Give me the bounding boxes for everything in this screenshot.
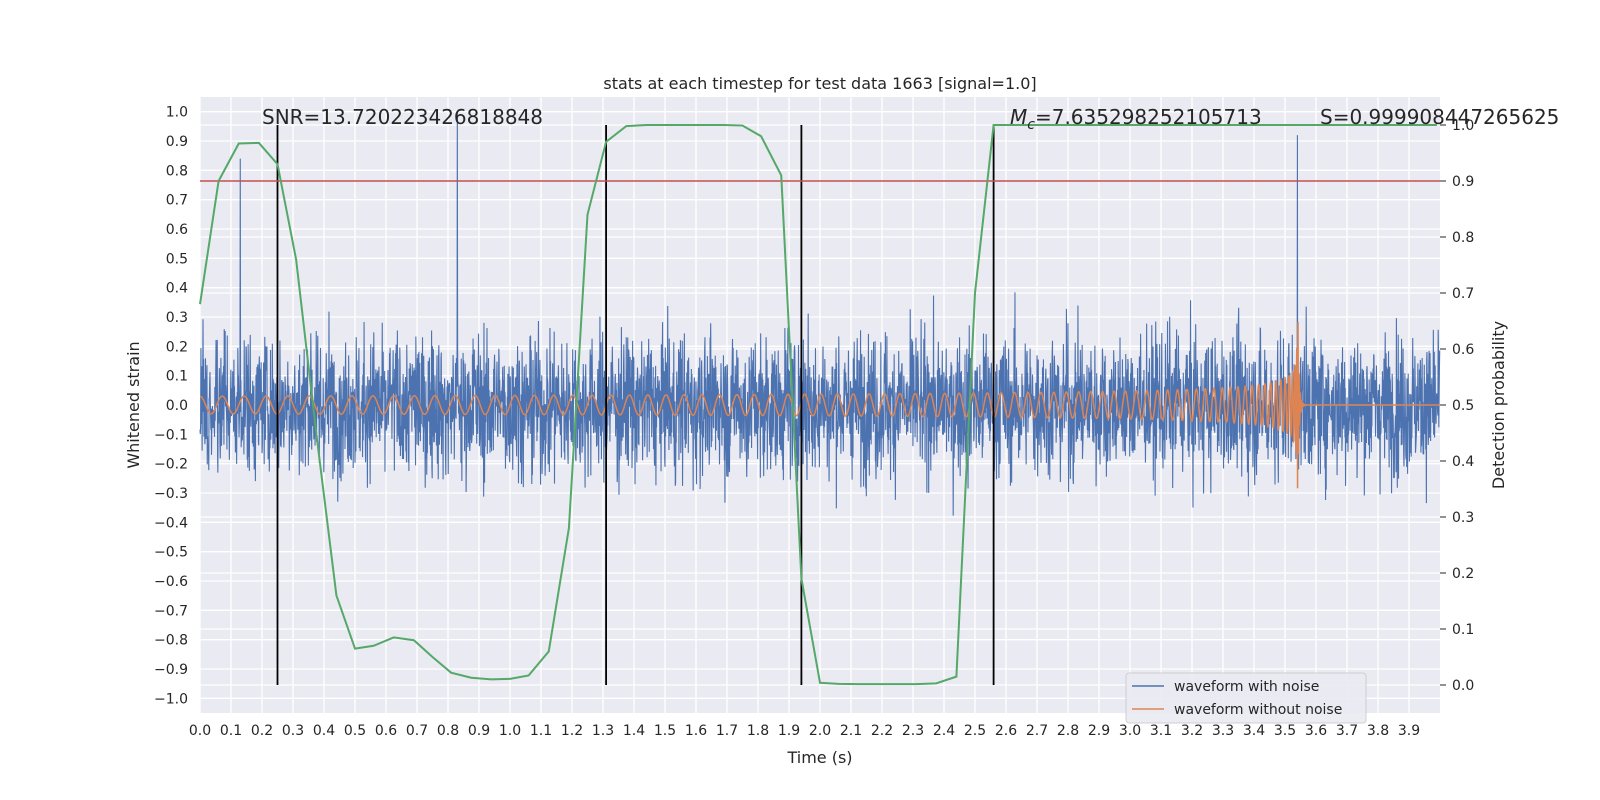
x-tick-label: 2.1 bbox=[840, 723, 862, 739]
x-tick-label: 2.5 bbox=[964, 723, 986, 739]
y-tick-label: 0.4 bbox=[166, 281, 188, 297]
y-tick-label: 0.7 bbox=[166, 193, 188, 209]
y-tick-label: −0.9 bbox=[154, 662, 188, 678]
x-tick-label: 3.5 bbox=[1274, 723, 1296, 739]
x-tick-label: 2.8 bbox=[1057, 723, 1079, 739]
y-tick-label: −1.0 bbox=[154, 691, 188, 707]
y-tick-label: 0.5 bbox=[166, 251, 188, 267]
x-tick-label: 0.8 bbox=[437, 723, 459, 739]
x-tick-label: 1.6 bbox=[685, 723, 707, 739]
y-tick-label: −0.3 bbox=[154, 486, 188, 502]
y-tick-label: 0.0 bbox=[166, 398, 188, 414]
legend-box bbox=[1125, 672, 1367, 724]
series-waveform-without-noise bbox=[199, 322, 1440, 489]
x-tick-label: 2.2 bbox=[871, 723, 893, 739]
x-tick-label: 3.6 bbox=[1305, 723, 1327, 739]
x-tick-label: 0.0 bbox=[189, 723, 211, 739]
clean-waveform-line bbox=[199, 322, 1440, 489]
x-tick-label: 1.2 bbox=[561, 723, 583, 739]
x-tick-label: 0.2 bbox=[251, 723, 273, 739]
y-tick-label: −0.4 bbox=[154, 515, 188, 531]
y2-tick-label: 0.4 bbox=[1452, 454, 1474, 470]
s-annotation: S=0.999908447265625 bbox=[1320, 105, 1559, 129]
x-tick-label: 0.9 bbox=[468, 723, 490, 739]
y-tick-label: −0.5 bbox=[154, 545, 188, 561]
y-tick-label: −0.7 bbox=[154, 603, 188, 619]
noise-waveform-line bbox=[199, 111, 1441, 516]
x-tick-label: 3.8 bbox=[1367, 723, 1389, 739]
x-tick-label: 2.3 bbox=[902, 723, 924, 739]
series-detection-probability bbox=[199, 124, 1437, 686]
y2-tick-labels: 1.0 0.9 0.8 0.7 0.6 0.5 0.4 0.3 0.2 0.1 0.0 bbox=[1440, 118, 1474, 694]
x-tick-label: 1.1 bbox=[530, 723, 552, 739]
x-tick-label: 3.9 bbox=[1398, 723, 1420, 739]
y2-tick-label: 0.5 bbox=[1452, 398, 1474, 414]
x-tick-label: 2.4 bbox=[933, 723, 955, 739]
x-tick-label: 0.3 bbox=[282, 723, 304, 739]
x-tick-label: 2.7 bbox=[1026, 723, 1048, 739]
y-tick-label: 0.6 bbox=[166, 222, 188, 238]
y-tick-label: −0.6 bbox=[154, 574, 188, 590]
series-waveform-with-noise bbox=[199, 111, 1441, 516]
y2-tick-label: 0.8 bbox=[1452, 230, 1474, 246]
segment-boundary-lines bbox=[276, 125, 995, 685]
x-tick-label: 3.2 bbox=[1181, 723, 1203, 739]
chirp-mass-annotation: Mc=7.635298252105713 bbox=[1010, 105, 1262, 133]
legend: waveform with noise waveform without noi… bbox=[1125, 672, 1367, 724]
y-tick-label: 0.3 bbox=[166, 310, 188, 326]
snr-annotation: SNR=13.720223426818848 bbox=[262, 105, 543, 129]
y2-tick-label: 0.6 bbox=[1452, 342, 1474, 358]
y-tick-label: 1.0 bbox=[166, 105, 188, 121]
x-tick-label: 0.6 bbox=[375, 723, 397, 739]
x-tick-label: 1.9 bbox=[778, 723, 800, 739]
x-tick-label: 2.6 bbox=[995, 723, 1017, 739]
y2-tick-label: 0.0 bbox=[1452, 678, 1474, 694]
mc-subscript: c bbox=[1027, 117, 1035, 133]
y2-axis-label: Detection probability bbox=[1489, 321, 1508, 489]
x-tick-label: 1.5 bbox=[654, 723, 676, 739]
x-tick-label: 1.7 bbox=[716, 723, 738, 739]
y2-tick-label: 0.1 bbox=[1452, 622, 1474, 638]
x-tick-label: 3.1 bbox=[1150, 723, 1172, 739]
x-tick-label: 2.0 bbox=[809, 723, 831, 739]
legend-label-noise: waveform with noise bbox=[1174, 679, 1319, 695]
y2-tick-label: 0.7 bbox=[1452, 286, 1474, 302]
x-tick-label: 1.8 bbox=[747, 723, 769, 739]
legend-label-clean: waveform without noise bbox=[1174, 702, 1342, 718]
chart-title: stats at each timestep for test data 166… bbox=[603, 74, 1036, 93]
x-tick-label: 3.3 bbox=[1212, 723, 1234, 739]
x-axis-label: Time (s) bbox=[786, 748, 852, 767]
detection-probability-line bbox=[199, 124, 1437, 686]
x-tick-label: 1.4 bbox=[623, 723, 645, 739]
x-tick-label: 3.4 bbox=[1243, 723, 1265, 739]
x-tick-label: 0.5 bbox=[344, 723, 366, 739]
x-tick-label: 3.7 bbox=[1336, 723, 1358, 739]
x-tick-label: 1.3 bbox=[592, 723, 614, 739]
y2-tick-label: 0.2 bbox=[1452, 566, 1474, 582]
y2-tick-label: 0.9 bbox=[1452, 174, 1474, 190]
y-tick-label: −0.8 bbox=[154, 633, 188, 649]
mc-symbol: M bbox=[1010, 105, 1027, 129]
x-tick-label: 0.4 bbox=[313, 723, 335, 739]
x-tick-labels: 0.0 0.1 0.2 0.3 0.4 0.5 0.6 0.7 0.8 0.9 1.0 1.1 1.2 1… bbox=[189, 723, 1420, 739]
y2-tick-label: 1.0 bbox=[1452, 118, 1474, 134]
x-tick-label: 0.1 bbox=[220, 723, 242, 739]
x-tick-label: 2.9 bbox=[1088, 723, 1110, 739]
y-tick-label: 0.9 bbox=[166, 134, 188, 150]
y-tick-label: 0.2 bbox=[166, 339, 188, 355]
x-tick-label: 1.0 bbox=[499, 723, 521, 739]
y-axis-label: Whitened strain bbox=[124, 341, 143, 468]
y-tick-label: 0.8 bbox=[166, 163, 188, 179]
mc-value: =7.635298252105713 bbox=[1035, 105, 1262, 129]
x-tick-label: 0.7 bbox=[406, 723, 428, 739]
x-tick-label: 3.0 bbox=[1119, 723, 1141, 739]
y-tick-label: −0.1 bbox=[154, 427, 188, 443]
y-tick-label: 0.1 bbox=[166, 369, 188, 385]
y-tick-label: −0.2 bbox=[154, 457, 188, 473]
y2-tick-label: 0.3 bbox=[1452, 510, 1474, 526]
y-tick-labels: 1.0 0.9 0.8 0.7 0.6 0.5 0.4 0.3 0.2 0.1 0.0 −0.1 −0.… bbox=[154, 105, 188, 708]
